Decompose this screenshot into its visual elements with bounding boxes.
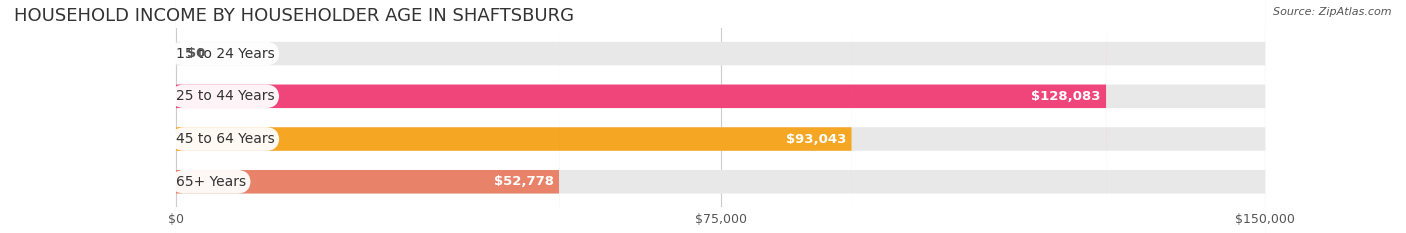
Text: Source: ZipAtlas.com: Source: ZipAtlas.com xyxy=(1274,7,1392,17)
FancyBboxPatch shape xyxy=(176,0,1265,233)
Text: $0: $0 xyxy=(187,47,205,60)
FancyBboxPatch shape xyxy=(176,0,560,233)
Text: HOUSEHOLD INCOME BY HOUSEHOLDER AGE IN SHAFTSBURG: HOUSEHOLD INCOME BY HOUSEHOLDER AGE IN S… xyxy=(14,7,574,25)
FancyBboxPatch shape xyxy=(176,0,852,233)
FancyBboxPatch shape xyxy=(176,0,1265,233)
Text: $128,083: $128,083 xyxy=(1031,90,1101,103)
FancyBboxPatch shape xyxy=(176,0,1107,233)
Text: 65+ Years: 65+ Years xyxy=(176,175,246,189)
Text: $52,778: $52,778 xyxy=(494,175,554,188)
Text: 25 to 44 Years: 25 to 44 Years xyxy=(176,89,274,103)
Text: 15 to 24 Years: 15 to 24 Years xyxy=(176,47,274,61)
FancyBboxPatch shape xyxy=(176,0,1265,233)
Text: 45 to 64 Years: 45 to 64 Years xyxy=(176,132,274,146)
FancyBboxPatch shape xyxy=(176,0,1265,233)
Text: $93,043: $93,043 xyxy=(786,133,846,146)
